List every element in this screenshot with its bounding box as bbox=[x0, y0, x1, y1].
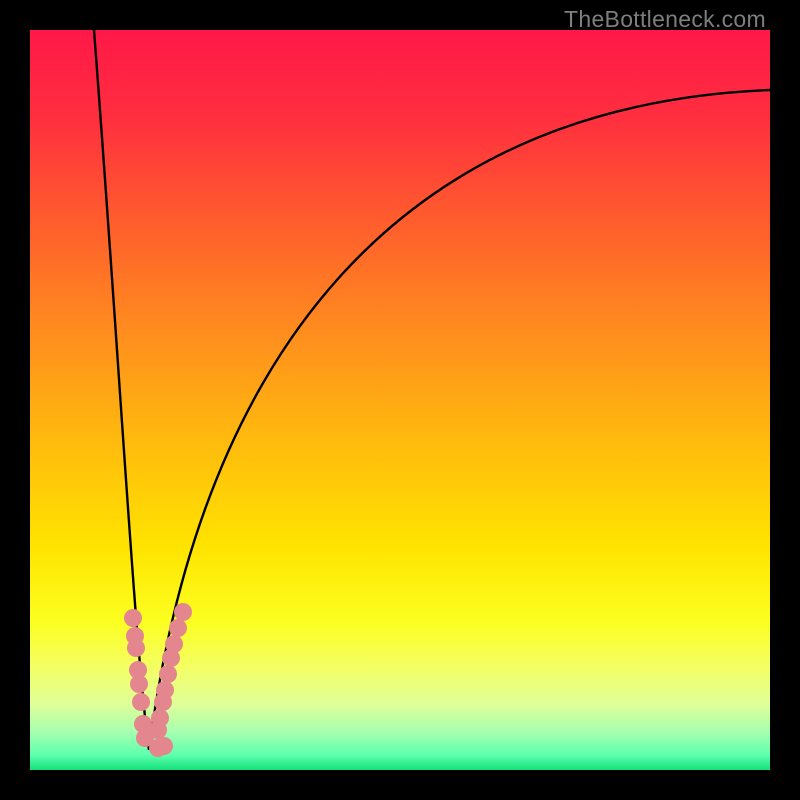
plot-area bbox=[30, 30, 770, 770]
data-marker bbox=[127, 639, 145, 657]
chart-outer-frame: TheBottleneck.com bbox=[0, 0, 800, 800]
data-marker bbox=[169, 619, 187, 637]
data-marker bbox=[155, 737, 173, 755]
data-marker bbox=[124, 609, 142, 627]
data-marker bbox=[130, 675, 148, 693]
data-marker bbox=[132, 693, 150, 711]
data-markers bbox=[124, 603, 192, 757]
data-marker bbox=[159, 665, 177, 683]
data-marker bbox=[174, 603, 192, 621]
bottleneck-curve bbox=[30, 30, 770, 770]
watermark-text: TheBottleneck.com bbox=[564, 6, 766, 33]
data-marker bbox=[151, 709, 169, 727]
data-marker bbox=[165, 635, 183, 653]
data-marker bbox=[156, 681, 174, 699]
curve-right-branch bbox=[149, 90, 770, 750]
